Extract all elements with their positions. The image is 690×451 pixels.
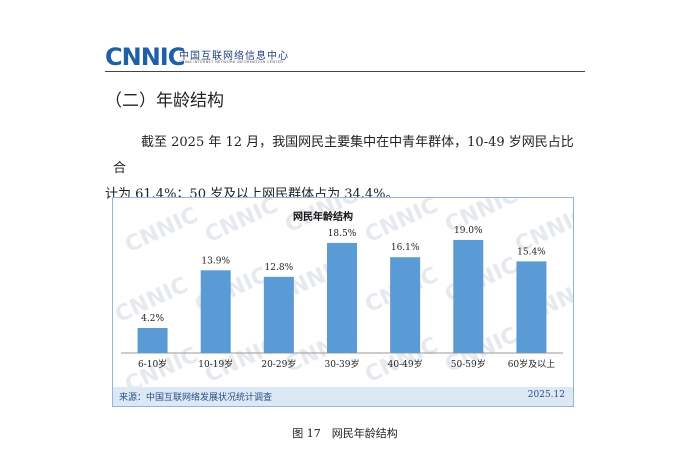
bar-40-49岁 <box>390 257 421 353</box>
bar-20-29岁 <box>263 276 294 353</box>
x-tick-label: 50-59岁 <box>451 358 486 370</box>
data-label: 18.5% <box>328 229 357 239</box>
x-tick-label: 40-49岁 <box>388 358 423 370</box>
cnnic-logo: CNNIC <box>105 43 185 71</box>
data-label: 19.0% <box>454 226 483 236</box>
org-name-cn: 中国互联网络信息中心 <box>179 51 289 62</box>
x-tick-label: 30-39岁 <box>325 358 360 370</box>
x-tick-label: 20-29岁 <box>261 358 296 370</box>
paragraph-line-1: 截至 2025 年 12 月，我国网民主要集中在中青年群体，10-49 岁网民占… <box>113 135 574 176</box>
source-text: 来源：中国互联网络发展状况统计调查 <box>119 393 273 403</box>
page-header: CNNIC 中国互联网络信息中心 CHINA INTERNET NETWORK … <box>105 44 585 70</box>
figure-caption: 图 17 网民年龄结构 <box>292 427 398 440</box>
bar-50-59岁 <box>453 239 484 353</box>
bar-30-39岁 <box>327 242 357 353</box>
data-label: 13.9% <box>201 256 230 266</box>
data-label: 4.2% <box>141 314 164 324</box>
bar-10-19岁 <box>200 270 231 353</box>
data-label: 12.8% <box>265 263 294 273</box>
chart-title: 网民年龄结构 <box>293 210 353 223</box>
source-bar: 来源：中国互联网络发展状况统计调查 2025.12 <box>112 387 574 407</box>
bar-6-10岁 <box>137 328 168 353</box>
chart-frame: CNNIC CNNIC CNNIC CNNIC CNNIC CNNIC CNNIC CNNIC… <box>112 197 574 407</box>
x-tick-label: 6-10岁 <box>138 358 167 370</box>
data-label: 15.4% <box>517 247 546 257</box>
bar-60岁及以上 <box>516 261 547 353</box>
x-tick-label: 60岁及以上 <box>508 358 555 370</box>
data-label: 16.1% <box>391 243 420 253</box>
source-date: 2025.12 <box>527 390 565 400</box>
header-divider <box>105 71 585 72</box>
x-tick-label: 10-19岁 <box>198 358 233 370</box>
age-structure-chart: 网民年龄结构 4.2% 6-10岁 13.9% 10-19岁 12.8% 20-29岁 18.… <box>121 210 563 370</box>
section-title: （二）年龄结构 <box>105 91 224 111</box>
org-name-en: CHINA INTERNET NETWORK INFORMATION CENTE… <box>179 60 284 64</box>
